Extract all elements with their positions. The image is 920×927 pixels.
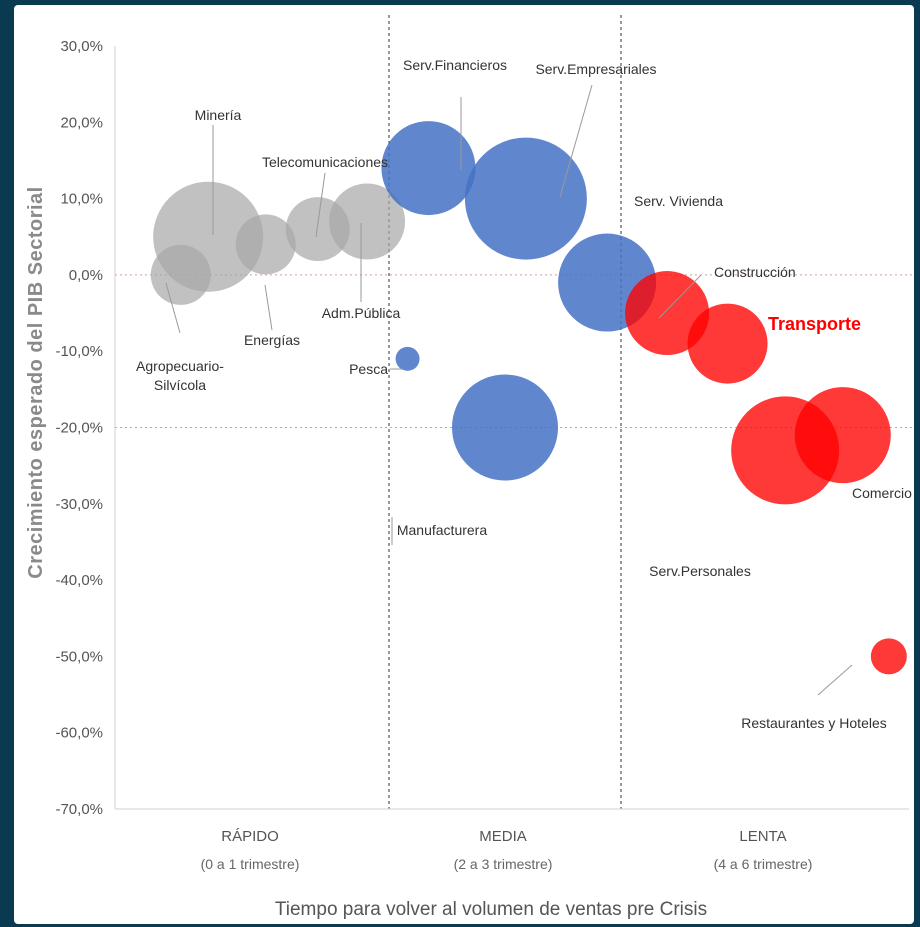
y-tick-label: -30,0% (55, 496, 103, 513)
bubble-energias (235, 214, 296, 275)
bubble-pesca (395, 346, 420, 371)
bubble-serv-empresariales (464, 137, 587, 260)
y-tick-label: -50,0% (55, 648, 103, 665)
bubble-label-energias: Energías (244, 332, 300, 348)
bubble-adm-publica (329, 183, 406, 260)
bubble-chart: Agropecuario-Silvícola Minería Energías Tel… (25, 15, 914, 920)
y-axis-title: Crecimiento esperado del PIB Sectorial (25, 186, 47, 578)
y-tick-label: 20,0% (60, 114, 103, 131)
y-tick-label: -70,0% (55, 801, 103, 818)
bubble-label-serv-personales: Serv.Personales (649, 563, 751, 579)
bubble-label-adm-publica: Adm.Pública (322, 305, 401, 321)
bubble-label-mineria: Minería (195, 107, 242, 123)
chart-frame: Agropecuario-Silvícola Minería Energías Tel… (14, 5, 914, 924)
category-sublabel-lenta: (4 a 6 trimestre) (714, 856, 813, 872)
bubble-label-serv-financieros: Serv.Financieros (403, 57, 507, 73)
bubbles-layer (150, 121, 907, 675)
bubble-manufacturera (452, 374, 558, 481)
leader-line-construccion (658, 274, 702, 319)
bubble-label-construccion: Construcción (714, 264, 796, 280)
bubble-label-serv-vivienda: Serv. Vivienda (634, 193, 723, 209)
bubble-labels-layer: Agropecuario-Silvícola Minería Energías Tel… (136, 57, 912, 731)
category-label-media: MEDIA (479, 828, 527, 845)
leader-line-telecomunicaciones (315, 172, 326, 238)
bubble-label-telecomunicaciones: Telecomunicaciones (262, 154, 388, 170)
category-label-lenta: LENTA (739, 828, 786, 845)
bubble-label-restaurantes-y-hoteles: Restaurantes y Hoteles (741, 715, 887, 731)
leader-line-restaurantes-y-hoteles (817, 664, 853, 696)
bubble-serv-financieros (381, 121, 476, 216)
y-tick-label: -10,0% (55, 343, 103, 360)
bubble-restaurantes-y-hoteles (870, 638, 907, 675)
bubble-label-serv-empresariales: Serv.Empresariales (535, 61, 656, 77)
category-sublabel-rapido: (0 a 1 trimestre) (201, 856, 300, 872)
category-label-rapido: RÁPIDO (221, 828, 279, 845)
bubble-label-pesca: Pesca (349, 361, 388, 377)
y-tick-label: 10,0% (60, 191, 103, 208)
y-tick-label: -60,0% (55, 725, 103, 742)
leader-line-agropecuario-silvicola (165, 282, 181, 334)
bubble-label-comercio: Comercio (852, 485, 912, 501)
y-tick-label: 30,0% (60, 38, 103, 55)
leader-line-energias (264, 284, 273, 331)
x-axis-title: Tiempo para volver al volumen de ventas … (275, 899, 707, 920)
bubble-comercio (794, 387, 891, 484)
y-tick-label: -20,0% (55, 420, 103, 437)
bubble-label-transporte: Transporte (768, 314, 861, 334)
bubble-label-agropecuario-silvicola: Agropecuario-Silvícola (136, 358, 224, 393)
y-tick-label: 0,0% (69, 267, 103, 284)
y-tick-label: -40,0% (55, 572, 103, 589)
bubble-transporte (687, 303, 768, 384)
bubble-label-manufacturera: Manufacturera (397, 522, 487, 538)
leader-line-serv-empresariales (559, 84, 593, 198)
bubble-mineria (153, 181, 264, 292)
bubble-construccion (625, 271, 710, 356)
axes-layer: 30,0% 20,0% 10,0% 0,0% -10,0% -20,0% -30,0% -40… (25, 38, 909, 920)
category-sublabel-media: (2 a 3 trimestre) (454, 856, 553, 872)
